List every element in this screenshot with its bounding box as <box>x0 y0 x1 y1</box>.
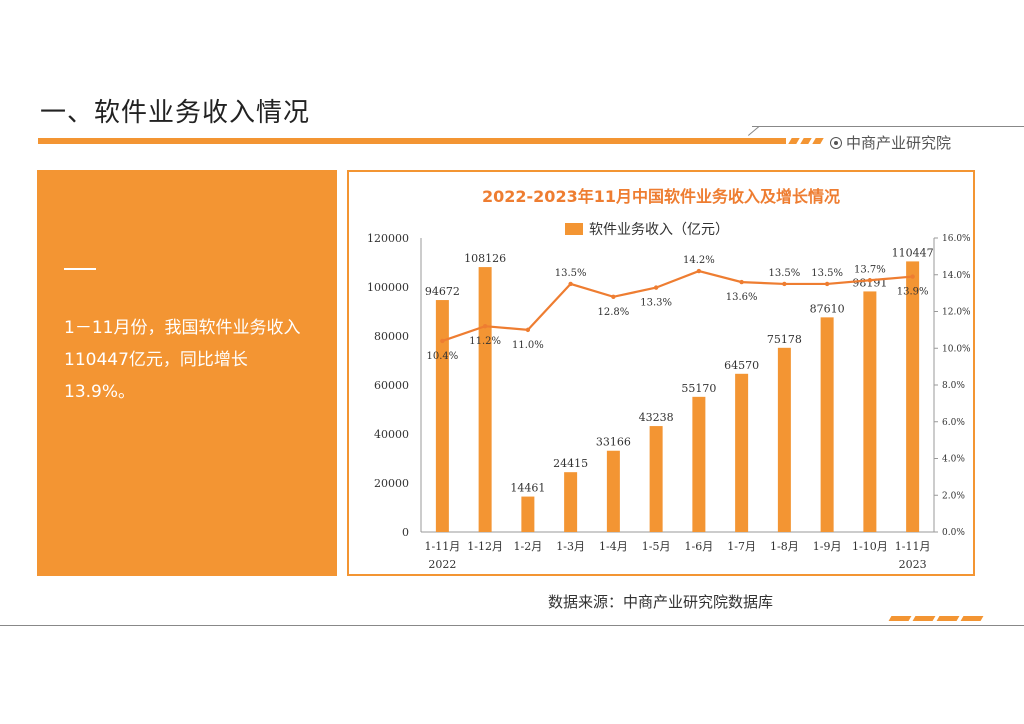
summary-dash <box>64 268 96 270</box>
x-tick-label: 1-4月 <box>599 540 628 553</box>
y2-tick-label: 4.0% <box>942 455 965 465</box>
y2-tick-label: 16.0% <box>942 234 971 244</box>
growth-rate-point <box>568 281 573 287</box>
growth-rate-point <box>525 327 531 333</box>
y2-tick-label: 2.0% <box>942 491 965 501</box>
growth-rate-label: 11.2% <box>469 336 501 347</box>
y-tick-label: 120000 <box>367 232 409 245</box>
bar-value-label: 94672 <box>425 285 460 298</box>
bar <box>735 373 749 532</box>
page-title: 一、软件业务收入情况 <box>40 98 311 128</box>
x-tick-label: 1-6月 <box>685 540 714 553</box>
header-divider <box>752 126 1024 127</box>
x-tick-label: 1-5月 <box>642 540 671 553</box>
bar <box>906 261 920 532</box>
bar <box>777 347 791 532</box>
growth-rate-label: 11.0% <box>512 340 544 351</box>
growth-rate-label: 13.5% <box>555 268 587 279</box>
bar-value-label: 24415 <box>553 457 588 470</box>
growth-rate-label: 13.9% <box>897 287 929 298</box>
x-tick-label: 1-3月 <box>556 540 585 553</box>
x-tick-label: 1-2月 <box>514 540 543 553</box>
bar-value-label: 108126 <box>464 252 506 265</box>
x-tick-label: 1-12月 <box>467 540 503 553</box>
bar-value-label: 43238 <box>639 411 674 424</box>
target-icon <box>830 136 842 149</box>
legend-swatch <box>565 223 583 235</box>
x-tick-label: 1-7月 <box>727 540 756 553</box>
bar-value-label: 64570 <box>724 359 759 372</box>
growth-rate-point <box>867 278 873 283</box>
data-source: 数据来源：中商产业研究院数据库 <box>548 593 774 611</box>
year-label-end: 2023 <box>899 558 927 571</box>
growth-rate-label: 13.5% <box>811 268 843 279</box>
growth-rate-point <box>653 285 659 290</box>
y-tick-label: 20000 <box>374 477 409 490</box>
x-tick-label: 1-11月 <box>895 540 931 553</box>
y2-tick-label: 12.0% <box>942 308 971 318</box>
summary-text: 1－11月份，我国软件业务收入110447亿元，同比增长13.9%。 <box>64 318 301 402</box>
header-stripes <box>788 138 824 144</box>
growth-rate-point <box>824 281 830 287</box>
growth-rate-point <box>739 279 744 285</box>
legend-label: 软件业务收入（亿元） <box>589 222 729 238</box>
bar-value-label: 33166 <box>596 436 631 449</box>
growth-rate-point <box>696 268 702 274</box>
bar <box>649 426 663 532</box>
growth-rate-point <box>782 281 787 287</box>
growth-rate-label: 13.3% <box>640 298 672 309</box>
bar <box>435 300 449 532</box>
bar-value-label: 110447 <box>892 246 934 259</box>
y2-tick-label: 8.0% <box>942 381 965 391</box>
growth-rate-label: 13.7% <box>854 264 886 275</box>
growth-rate-label: 12.8% <box>597 307 629 318</box>
bar <box>692 396 706 532</box>
growth-rate-point <box>482 324 488 329</box>
growth-rate-point <box>440 338 445 344</box>
bar <box>820 317 834 532</box>
growth-rate-label: 13.6% <box>726 292 758 303</box>
growth-rate-line <box>442 269 913 342</box>
bar <box>478 267 492 532</box>
y-tick-label: 60000 <box>374 379 409 392</box>
y-tick-label: 80000 <box>374 330 409 343</box>
year-label-start: 2022 <box>428 558 456 571</box>
growth-rate-label: 10.4% <box>426 351 458 362</box>
growth-rate-point <box>611 294 616 299</box>
y-tick-label: 0 <box>402 526 409 539</box>
bar-value-label: 87610 <box>810 302 845 315</box>
brand-logo-text: 中商产业研究院 <box>846 134 952 152</box>
chart-title: 2022-2023年11月中国软件业务收入及增长情况 <box>482 187 840 206</box>
chart-container: 2022-2023年11月中国软件业务收入及增长情况 软件业务收入（亿元） 0 200… <box>347 170 975 576</box>
header-divider-diagonal <box>747 126 760 136</box>
bar <box>564 472 578 532</box>
brand-logo: 中商产业研究院 <box>830 132 951 153</box>
y-tick-label: 40000 <box>374 428 409 441</box>
title-underline-bar <box>38 138 786 144</box>
bar <box>521 496 535 532</box>
y2-tick-label: 10.0% <box>942 344 971 354</box>
summary-panel <box>37 170 337 576</box>
bar <box>606 450 620 532</box>
growth-rate-point <box>910 274 915 279</box>
y2-tick-label: 6.0% <box>942 418 965 428</box>
growth-rate-label: 14.2% <box>683 255 715 266</box>
x-tick-label: 1-8月 <box>770 540 799 553</box>
y-tick-label: 100000 <box>367 281 409 294</box>
footer-stripes <box>888 616 984 621</box>
bar-value-label: 14461 <box>510 482 545 495</box>
y2-tick-label: 14.0% <box>942 271 971 281</box>
y2-tick-label: 0.0% <box>942 528 965 538</box>
bar-value-label: 75178 <box>767 333 802 346</box>
x-tick-label: 1-11月 <box>425 540 461 553</box>
footer-divider <box>0 625 1024 626</box>
growth-rate-label: 13.5% <box>768 268 800 279</box>
bar <box>863 291 877 532</box>
x-tick-label: 1-10月 <box>852 540 888 553</box>
x-tick-label: 1-9月 <box>813 540 842 553</box>
bar-value-label: 55170 <box>681 382 716 395</box>
